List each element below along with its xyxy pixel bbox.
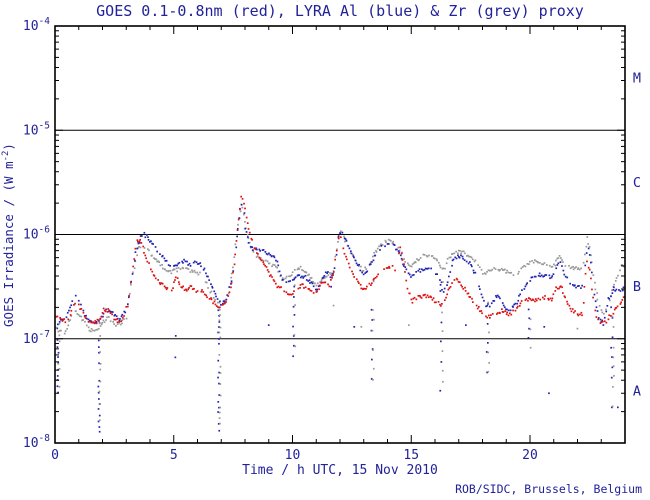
y-axis-label-close: ) — [1, 143, 16, 151]
series-grey — [55, 203, 625, 335]
x-tick-label-20: 20 — [522, 448, 538, 463]
chart-title: GOES 0.1-0.8nm (red), LYRA Al (blue) & Z… — [96, 2, 584, 20]
x-tick-label-0: 0 — [51, 448, 59, 463]
y-tick-label-10e-5: 10-5 — [23, 120, 50, 138]
occultation-dips — [56, 280, 615, 433]
x-tick-label-10: 10 — [285, 448, 301, 463]
axes-and-ticks — [54, 25, 626, 444]
y-axis-label-exponent: -2 — [1, 151, 11, 162]
y-tick-label-10e-8: 10-8 — [23, 433, 50, 451]
series-blue — [58, 203, 625, 326]
y-axis-label: GOES Irradiance / (W m-2) — [1, 143, 16, 327]
y-tick-label-10e-7: 10-7 — [23, 329, 50, 347]
x-axis-label: Time / h UTC, 15 Nov 2010 — [242, 463, 438, 478]
flare-class-label-C: C — [633, 175, 641, 191]
tick-labels: 0 5 10 15 20 10-4 10-5 10-6 10-7 10-8 — [23, 16, 538, 463]
flare-class-labels: M C B A — [633, 71, 641, 400]
credit-label: ROB/SIDC, Brussels, Belgium — [455, 482, 642, 496]
flare-class-boundary-lines — [55, 129, 625, 340]
y-tick-label-10e-6: 10-6 — [23, 225, 50, 243]
y-axis-label-text: GOES Irradiance / (W m — [1, 161, 16, 327]
flare-class-label-M: M — [633, 71, 641, 87]
flare-class-label-A: A — [633, 383, 641, 399]
y-tick-label-10e-4: 10-4 — [23, 16, 50, 34]
data-points-layer — [55, 195, 625, 433]
x-tick-label-15: 15 — [403, 448, 419, 463]
flare-class-label-B: B — [633, 279, 641, 295]
stray-points — [267, 324, 619, 409]
x-tick-label-5: 5 — [170, 448, 178, 463]
series-red — [55, 195, 625, 325]
